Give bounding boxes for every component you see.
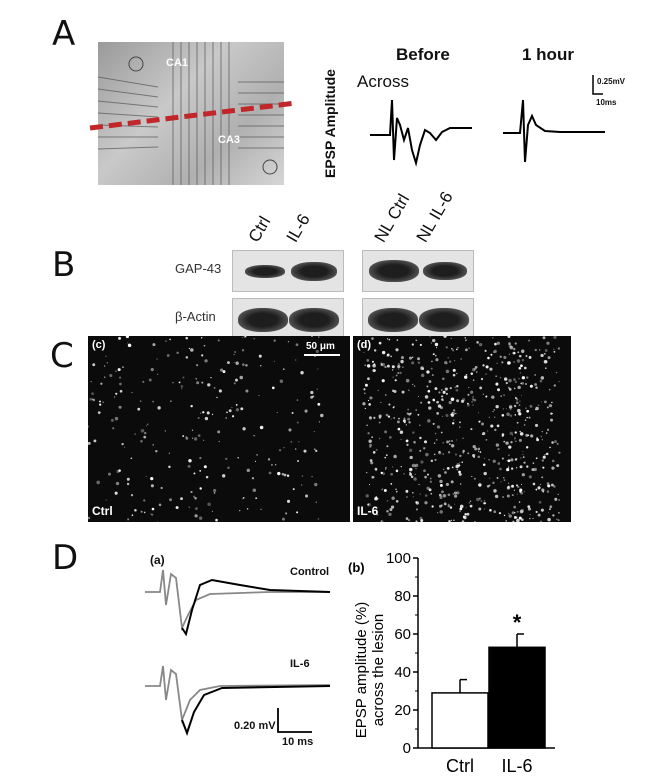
trace-before <box>370 99 472 167</box>
scale-bar-a <box>592 75 603 95</box>
trace-control-black <box>181 578 331 637</box>
x-tick-label: Ctrl <box>446 756 474 776</box>
tag-d: (d) <box>357 339 372 351</box>
y-tick-label: 40 <box>394 664 411 681</box>
y-tick-label: 20 <box>394 702 411 719</box>
scale-time-a: 10ms <box>596 98 617 107</box>
il6-label: IL-6 <box>290 658 310 670</box>
one-hour-label: 1 hour <box>522 45 574 64</box>
condition-ctrl: Ctrl <box>92 504 113 518</box>
bar-ctrl <box>431 692 489 749</box>
epsp-traces-a <box>370 75 605 167</box>
panel-label-d: D <box>52 538 79 578</box>
trace-control-il6-grey <box>145 569 330 632</box>
blot-actin-left <box>232 298 344 342</box>
control-label: Control <box>290 566 330 578</box>
micrograph-il6: (d) IL-6 <box>353 336 571 522</box>
chart-tag: (b) <box>348 560 365 575</box>
y-tick-label: 60 <box>394 626 411 643</box>
y-label-line-2: across the lesion <box>370 614 387 727</box>
y-tick-label: 80 <box>394 588 411 605</box>
gap43-label: GAP-43 <box>175 261 222 276</box>
condition-il6: IL-6 <box>357 504 379 518</box>
blot-gap43-right <box>362 250 474 292</box>
tag-c: (c) <box>92 339 106 351</box>
y-tick-label: 100 <box>386 550 411 567</box>
scale-voltage-d: 0.20 mV <box>234 720 276 732</box>
before-label: Before <box>396 45 450 64</box>
y-label-line-1: EPSP amplitude (%) <box>353 602 370 738</box>
panel-label-a: A <box>52 14 76 54</box>
scale-time-d: 10 ms <box>282 736 314 748</box>
blot-actin-right <box>362 298 474 342</box>
lane-ctrl: Ctrl <box>244 213 275 246</box>
epsp-traces-d <box>145 569 331 736</box>
y-axis-label: EPSP amplitude (%) across the lesion <box>353 602 387 738</box>
trace-one-hour <box>503 99 605 163</box>
lane-il6: IL-6 <box>282 210 314 246</box>
significance-marker: * <box>513 610 522 635</box>
bar-il-6 <box>488 646 546 749</box>
scale-label-c: 50 μm <box>306 341 335 352</box>
beta-actin-label: β-Actin <box>175 309 216 324</box>
scale-voltage-a: 0.25mV <box>597 77 626 86</box>
panel-label-b: B <box>52 245 76 285</box>
bar-chart: (b) EPSP amplitude (%) across the lesion… <box>348 550 555 776</box>
trace-il6-grey <box>145 665 331 724</box>
x-tick-label: IL-6 <box>501 756 532 776</box>
panel-label-c: C <box>50 336 74 376</box>
scale-bar-c <box>304 354 340 356</box>
scale-bar-d <box>277 708 312 733</box>
tag-a: (a) <box>150 553 165 567</box>
trace-il6-black <box>181 685 331 736</box>
ca1-label: CA1 <box>166 57 189 69</box>
lesion-line <box>89 100 297 131</box>
ca3-label: CA3 <box>218 134 241 146</box>
blot-gap43-left <box>232 250 344 292</box>
across-label: Across <box>357 72 409 91</box>
y-tick-label: 0 <box>403 740 411 757</box>
micrograph-ctrl: (c) Ctrl 50 μm <box>88 336 350 522</box>
